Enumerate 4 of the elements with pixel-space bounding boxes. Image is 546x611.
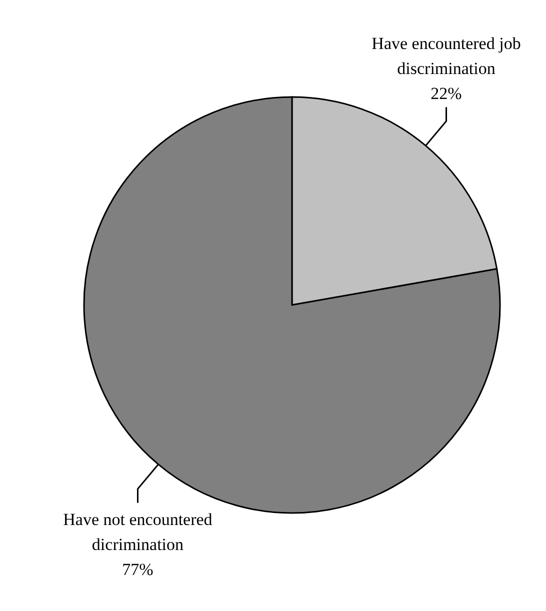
data-label: 77%: [122, 560, 154, 579]
slice-label: Have encountered job discrimination: [372, 34, 521, 78]
data-label: 22%: [430, 84, 462, 104]
slice-label: Have not encountered dicrimination: [63, 510, 213, 554]
